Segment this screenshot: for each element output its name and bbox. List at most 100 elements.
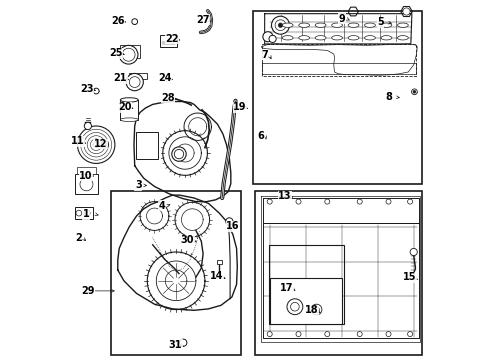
Circle shape [356,199,362,204]
Ellipse shape [298,23,309,27]
Text: 27: 27 [196,15,209,25]
Ellipse shape [347,23,358,27]
Circle shape [103,143,106,147]
Text: 24: 24 [158,73,171,84]
Bar [136,132,158,159]
Circle shape [263,32,272,42]
Text: 2: 2 [75,233,81,243]
Text: 13: 13 [278,191,291,201]
Text: 8: 8 [385,92,392,102]
Ellipse shape [364,23,375,27]
Circle shape [313,307,319,312]
Bar [75,174,98,194]
Ellipse shape [315,23,325,27]
Bar [255,191,421,355]
Ellipse shape [397,23,407,27]
Text: 9: 9 [338,14,345,24]
Circle shape [271,16,289,34]
Text: 5: 5 [376,17,383,27]
Ellipse shape [331,23,342,27]
Ellipse shape [120,98,138,102]
Circle shape [101,141,108,148]
Circle shape [93,88,99,94]
Circle shape [290,302,299,311]
Circle shape [295,332,301,337]
Bar [77,167,96,174]
Circle shape [126,73,143,91]
Ellipse shape [282,23,292,27]
Circle shape [324,199,329,204]
Circle shape [295,199,301,204]
Text: 31: 31 [168,340,182,350]
Circle shape [225,218,232,225]
Ellipse shape [347,36,358,40]
Ellipse shape [282,36,292,40]
Circle shape [80,178,93,191]
Ellipse shape [120,118,138,122]
Bar [160,35,177,47]
Text: 16: 16 [226,221,239,231]
Circle shape [385,332,390,337]
Text: 18: 18 [305,305,318,315]
Bar [128,73,146,79]
Text: 17: 17 [280,283,293,293]
Circle shape [132,19,137,24]
Circle shape [119,45,138,64]
Text: 21: 21 [113,73,127,84]
Text: 22: 22 [164,34,178,44]
Bar [111,191,241,355]
Ellipse shape [315,36,325,40]
Circle shape [275,20,285,31]
Circle shape [77,126,115,163]
Circle shape [412,90,415,93]
Text: 26: 26 [111,16,124,26]
Circle shape [324,332,329,337]
Ellipse shape [298,36,309,40]
Circle shape [84,210,90,216]
Bar [269,278,341,324]
Text: 1: 1 [82,209,89,219]
Text: 30: 30 [181,235,194,246]
Text: 29: 29 [81,286,95,296]
Circle shape [385,199,390,204]
Ellipse shape [380,36,391,40]
Circle shape [129,77,140,87]
Text: 20: 20 [118,102,131,112]
Circle shape [278,23,282,27]
Circle shape [356,332,362,337]
Text: 23: 23 [80,84,93,94]
Text: 7: 7 [261,50,267,60]
Circle shape [286,299,302,315]
Circle shape [84,122,91,130]
Bar [75,207,92,219]
Text: 12: 12 [94,139,107,149]
Text: 14: 14 [209,271,223,282]
Text: 28: 28 [161,93,175,103]
Bar [120,45,140,58]
Text: 4: 4 [158,201,165,211]
Text: 3: 3 [135,180,142,190]
Circle shape [174,149,183,159]
Text: 11: 11 [71,136,85,146]
Text: 25: 25 [109,48,122,58]
Circle shape [402,8,409,15]
Bar [216,260,222,264]
Circle shape [171,147,186,161]
Ellipse shape [380,23,391,27]
Circle shape [409,248,416,256]
Bar [268,245,343,324]
Ellipse shape [397,36,407,40]
Circle shape [407,199,412,204]
Circle shape [93,142,99,148]
Ellipse shape [331,36,342,40]
Circle shape [122,48,135,61]
Text: 10: 10 [79,171,93,181]
Bar [120,100,138,120]
Circle shape [407,332,412,337]
Ellipse shape [364,36,375,40]
Circle shape [411,89,416,95]
Circle shape [179,339,186,346]
Text: 6: 6 [257,131,264,141]
Bar [252,11,421,184]
Circle shape [266,199,272,204]
